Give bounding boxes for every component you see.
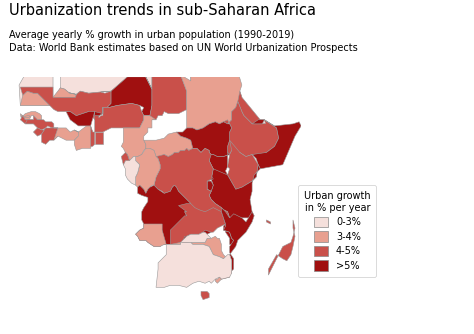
Polygon shape <box>121 152 129 165</box>
Polygon shape <box>252 120 301 169</box>
Polygon shape <box>170 203 226 244</box>
Polygon shape <box>209 152 229 177</box>
Text: Average yearly % growth in urban population (1990-2019): Average yearly % growth in urban populat… <box>9 30 295 40</box>
Polygon shape <box>154 148 229 218</box>
Polygon shape <box>91 126 95 146</box>
Polygon shape <box>20 112 42 120</box>
Polygon shape <box>20 87 111 120</box>
Polygon shape <box>119 18 136 48</box>
Polygon shape <box>181 42 242 130</box>
Polygon shape <box>176 122 232 157</box>
Polygon shape <box>35 21 101 58</box>
Polygon shape <box>20 116 33 124</box>
Polygon shape <box>201 292 209 300</box>
Polygon shape <box>101 77 152 116</box>
Polygon shape <box>156 242 232 287</box>
Polygon shape <box>95 132 103 144</box>
Polygon shape <box>170 232 211 244</box>
Polygon shape <box>66 108 103 126</box>
Polygon shape <box>223 101 279 157</box>
Polygon shape <box>215 277 221 283</box>
Polygon shape <box>123 152 140 185</box>
Polygon shape <box>33 128 46 136</box>
Polygon shape <box>191 42 232 81</box>
Polygon shape <box>221 212 234 244</box>
Polygon shape <box>144 132 193 157</box>
Polygon shape <box>136 148 160 193</box>
Polygon shape <box>21 116 30 118</box>
Polygon shape <box>54 128 78 140</box>
Polygon shape <box>219 208 254 279</box>
Polygon shape <box>209 165 260 218</box>
Polygon shape <box>258 120 265 124</box>
Polygon shape <box>191 236 226 259</box>
Polygon shape <box>136 224 181 246</box>
Polygon shape <box>228 140 258 189</box>
Polygon shape <box>25 116 54 130</box>
Text: Urbanization trends in sub-Saharan Africa: Urbanization trends in sub-Saharan Afric… <box>9 3 317 18</box>
Text: Data: World Bank estimates based on UN World Urbanization Prospects: Data: World Bank estimates based on UN W… <box>9 43 358 53</box>
Polygon shape <box>20 88 76 106</box>
Polygon shape <box>60 18 141 95</box>
Polygon shape <box>74 126 93 150</box>
Polygon shape <box>207 181 213 191</box>
Polygon shape <box>42 128 58 144</box>
Polygon shape <box>19 58 89 106</box>
Polygon shape <box>238 91 264 126</box>
Polygon shape <box>268 220 295 275</box>
Legend: 0-3%, 3-4%, 4-5%, >5%: 0-3%, 3-4%, 4-5%, >5% <box>298 185 376 277</box>
Polygon shape <box>128 38 152 89</box>
Polygon shape <box>136 185 211 246</box>
Polygon shape <box>95 104 144 132</box>
Polygon shape <box>266 220 271 224</box>
Polygon shape <box>207 169 213 181</box>
Polygon shape <box>121 116 156 161</box>
Polygon shape <box>144 56 187 126</box>
